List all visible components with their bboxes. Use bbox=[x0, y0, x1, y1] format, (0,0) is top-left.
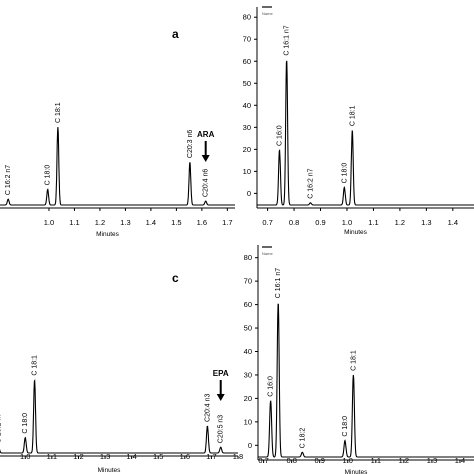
peak-label: C 18:0 bbox=[45, 165, 52, 186]
y-tick-label: 80 bbox=[244, 253, 252, 262]
peak-label: C 18:0 bbox=[341, 163, 348, 184]
y-tick-label: 40 bbox=[243, 101, 251, 110]
x-tick-label: 1.1 bbox=[368, 218, 378, 227]
chromatogram-panel-a: 1.0 1.1 1.2 1.3 1.4 1.5 1.6 1.7 Minutes a C 16:2 n… bbox=[0, 27, 235, 238]
y-tick-label: 20 bbox=[243, 145, 251, 154]
x-tick-label: 1.4 bbox=[146, 218, 156, 227]
y-tick-label: 70 bbox=[243, 35, 251, 44]
annotation-arrow-head bbox=[216, 394, 225, 401]
panel-letter: a bbox=[172, 27, 179, 41]
y-tick-label: 0 bbox=[247, 189, 251, 198]
x-tick-label: 0.8 bbox=[286, 456, 296, 465]
x-tick-label: 1.3 bbox=[427, 456, 437, 465]
peak-label: C 16:0 bbox=[276, 125, 283, 146]
peak-label: C 16:0 bbox=[268, 376, 275, 397]
x-tick-label: 1.4 bbox=[126, 452, 136, 461]
x-tick-label: 1.7 bbox=[206, 452, 216, 461]
peak-label: C 18:0 bbox=[22, 413, 29, 434]
x-tick-label: 1.3 bbox=[100, 452, 110, 461]
y-tick-label: 70 bbox=[244, 277, 252, 286]
y-tick-label: 40 bbox=[244, 347, 252, 356]
x-axis-label: Minutes bbox=[344, 229, 368, 236]
x-tick-label: 1.6 bbox=[180, 452, 190, 461]
y-tick-label: 80 bbox=[243, 13, 251, 22]
peak-label: C 18:0 bbox=[342, 416, 349, 437]
y-tick-label: 20 bbox=[244, 394, 252, 403]
x-tick-label: 1.5 bbox=[153, 452, 163, 461]
chromatogram-trace bbox=[258, 303, 474, 458]
x-tick-label: 1.5 bbox=[171, 218, 181, 227]
x-tick-label: 1.4 bbox=[455, 456, 465, 465]
annotation-label: EPA bbox=[213, 369, 229, 378]
y-tick-label: 30 bbox=[244, 370, 252, 379]
x-tick-label: 1.4 bbox=[448, 218, 458, 227]
x-axis-label: Minutes bbox=[345, 469, 369, 474]
x-tick-label: 0.7 bbox=[262, 218, 272, 227]
peak-label: C20:5 n3 bbox=[218, 415, 225, 444]
peak-label: C20:3 n6 bbox=[187, 130, 194, 159]
peak-label: C20:4 n3 bbox=[204, 393, 211, 422]
peak-label: C20:4 n6 bbox=[203, 169, 210, 198]
x-tick-label: 1.2 bbox=[399, 456, 409, 465]
legend-label: Name bbox=[262, 11, 273, 16]
x-tick-label: 0.8 bbox=[289, 218, 299, 227]
x-tick-label: 1.3 bbox=[120, 218, 130, 227]
x-tick-label: 1.3 bbox=[421, 218, 431, 227]
peak-label: C 16:1 n7 bbox=[275, 268, 282, 298]
y-tick-label: 50 bbox=[243, 79, 251, 88]
x-tick-label: 1.6 bbox=[197, 218, 207, 227]
peak-label: C 16:1 n7 bbox=[284, 25, 291, 55]
x-tick-label: 1.0 bbox=[343, 456, 353, 465]
chromatogram-panel-c: 1.0 1.1 1.2 1.3 1.4 1.5 1.6 1.7 1.8 Minutes c C 16:… bbox=[0, 271, 243, 474]
peak-label: C 18:2 bbox=[299, 428, 306, 449]
x-tick-label: 0.9 bbox=[314, 456, 324, 465]
chromatogram-panel-d: 0 10 20 30 40 50 60 70 80 Name 0.7 0.8 0.9 1.0 1.1 1.2 1… bbox=[244, 245, 474, 474]
x-tick-label: 1.0 bbox=[20, 452, 30, 461]
x-tick-label: 1.1 bbox=[371, 456, 381, 465]
x-tick-label: 1.2 bbox=[73, 452, 83, 461]
peak-label: C 18:1 bbox=[350, 350, 357, 371]
x-tick-label: 1.0 bbox=[44, 218, 54, 227]
chromatogram-trace bbox=[0, 127, 235, 206]
x-tick-label: 1.1 bbox=[69, 218, 79, 227]
annotation-arrow-head bbox=[201, 155, 210, 162]
peak-label: C 16:2 n7 bbox=[307, 168, 314, 198]
peak-label: C 16:2 n7 bbox=[5, 165, 12, 195]
y-tick-label: 0 bbox=[248, 441, 252, 450]
peak-label: C 18:1 bbox=[32, 355, 39, 376]
x-axis-label: Minutes bbox=[98, 467, 122, 474]
annotation-label: ARA bbox=[197, 130, 215, 139]
x-tick-label: 1.0 bbox=[342, 218, 352, 227]
peak-label: C 18:1 bbox=[55, 102, 62, 123]
y-tick-label: 30 bbox=[243, 123, 251, 132]
y-tick-label: 10 bbox=[244, 417, 252, 426]
x-tick-label: 1.2 bbox=[95, 218, 105, 227]
y-tick-label: 10 bbox=[243, 167, 251, 176]
x-tick-label: 0.9 bbox=[315, 218, 325, 227]
x-tick-label: 1.1 bbox=[47, 452, 57, 461]
peak-label: C 16:2 n7 bbox=[0, 413, 3, 443]
y-tick-label: 60 bbox=[243, 57, 251, 66]
legend-label: Name bbox=[262, 251, 273, 256]
peak-label: C 18:1 bbox=[349, 105, 356, 126]
chromatogram-trace bbox=[0, 379, 238, 454]
x-tick-label: 1.8 bbox=[233, 452, 243, 461]
x-tick-label: 0.7 bbox=[258, 456, 268, 465]
x-axis-label: Minutes bbox=[96, 231, 120, 238]
y-tick-label: 60 bbox=[244, 300, 252, 309]
x-tick-label: 1.7 bbox=[222, 218, 232, 227]
chromatogram-panel-b: 0 10 20 30 40 50 60 70 80 Name 0.7 0.8 0.9 1.0 1.1 1.2 1… bbox=[243, 6, 474, 236]
y-tick-label: 50 bbox=[244, 324, 252, 333]
chromatogram-trace bbox=[257, 60, 474, 206]
x-tick-label: 1.2 bbox=[395, 218, 405, 227]
panel-letter: c bbox=[172, 271, 179, 285]
